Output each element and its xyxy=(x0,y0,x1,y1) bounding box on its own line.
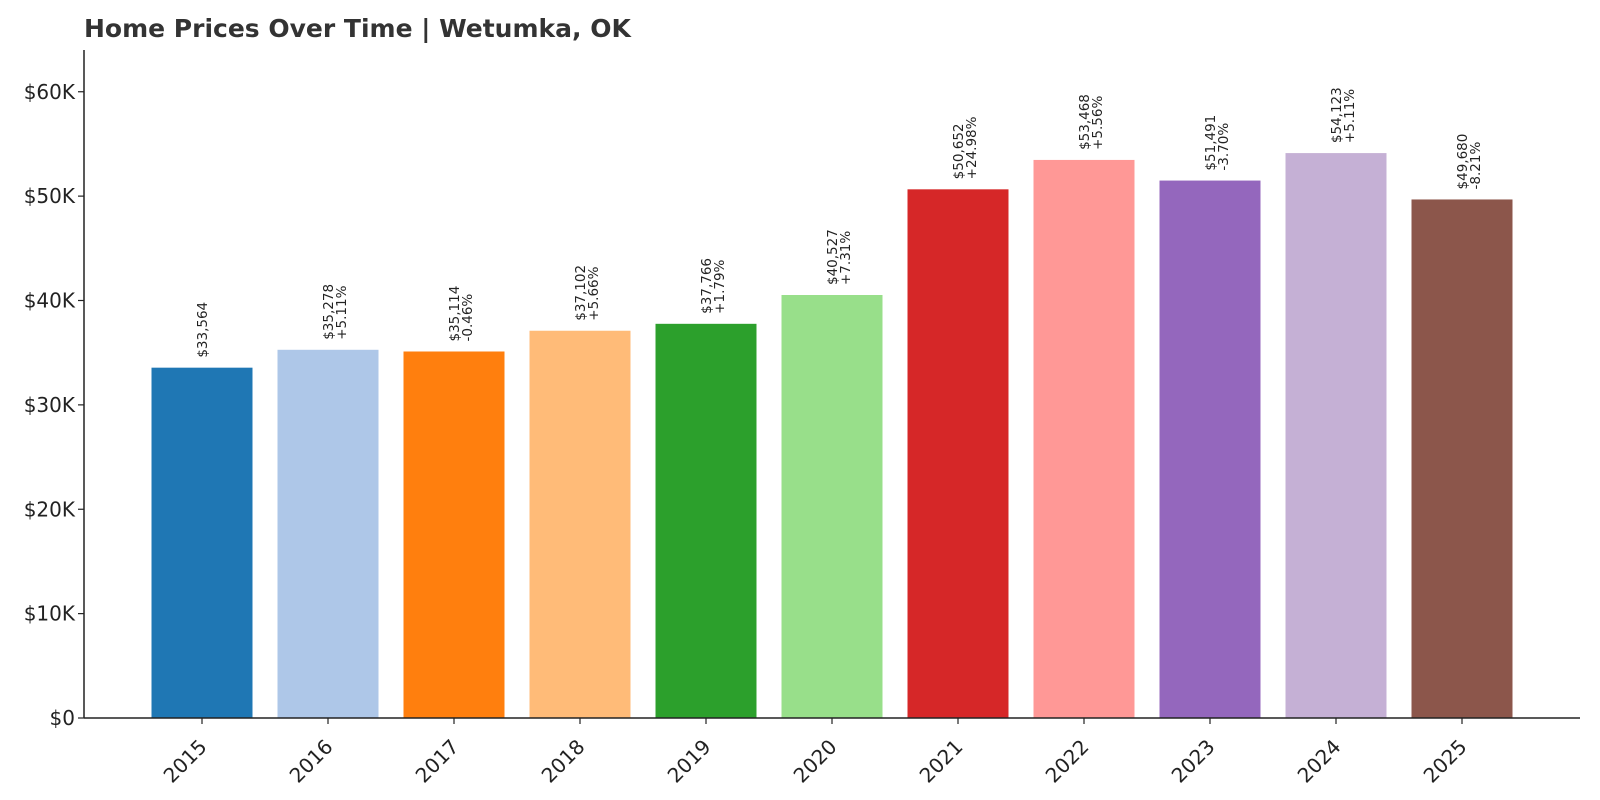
x-tick-label: 2017 xyxy=(411,735,464,788)
data-label-value: $35,114 xyxy=(447,286,463,342)
data-label-change: -3.70% xyxy=(1216,123,1232,171)
data-label-change: +24.98% xyxy=(964,116,980,179)
y-tick-label: $60K xyxy=(24,80,76,104)
data-label-change: +5.66% xyxy=(586,266,602,320)
data-label-value: $40,527 xyxy=(825,229,841,285)
chart-title: Home Prices Over Time | Wetumka, OK xyxy=(84,14,631,43)
data-label-value: $54,123 xyxy=(1329,87,1345,143)
data-label-change: -0.46% xyxy=(460,294,476,342)
data-label-value: $49,680 xyxy=(1455,134,1471,190)
y-tick-label: $30K xyxy=(24,393,76,417)
x-tick-label: 2015 xyxy=(159,735,212,788)
bar-2023 xyxy=(1159,180,1261,718)
data-label-change: +7.31% xyxy=(838,231,854,285)
data-label-value: $50,652 xyxy=(951,123,967,179)
x-tick-label: 2023 xyxy=(1167,735,1220,788)
x-tick-label: 2022 xyxy=(1041,735,1094,788)
bar-2019 xyxy=(655,323,757,718)
bar-2021 xyxy=(907,189,1009,718)
data-label-change: -8.21% xyxy=(1468,142,1484,190)
x-tick-label: 2024 xyxy=(1293,735,1346,788)
x-tick-label: 2021 xyxy=(915,735,968,788)
y-tick-label: $0 xyxy=(50,706,75,730)
bar-2022 xyxy=(1033,159,1135,719)
y-tick-label: $10K xyxy=(24,602,76,626)
x-tick-label: 2025 xyxy=(1419,735,1472,788)
bar-2025 xyxy=(1411,199,1513,719)
bar-2024 xyxy=(1285,153,1387,718)
data-label-value: $53,468 xyxy=(1077,94,1093,150)
y-tick-label: $50K xyxy=(24,184,76,208)
x-tick-label: 2020 xyxy=(789,735,842,788)
bar-2015 xyxy=(151,367,253,718)
x-tick-label: 2019 xyxy=(663,735,716,788)
y-tick-label: $40K xyxy=(24,289,76,313)
data-label-value: $37,766 xyxy=(699,258,715,314)
y-tick-label: $20K xyxy=(24,497,76,521)
data-label-value: $37,102 xyxy=(573,265,589,321)
bars-layer xyxy=(151,153,1513,719)
bar-2018 xyxy=(529,330,631,718)
bar-2017 xyxy=(403,351,505,718)
bar-2016 xyxy=(277,349,379,718)
data-label-change: +5.11% xyxy=(1342,89,1358,143)
x-tick-label: 2018 xyxy=(537,735,590,788)
data-label-value: $33,564 xyxy=(195,302,211,358)
data-label-change: +5.56% xyxy=(1090,96,1106,150)
x-tick-label: 2016 xyxy=(285,735,338,788)
data-label-change: +1.79% xyxy=(712,259,728,313)
bar-2020 xyxy=(781,294,883,718)
axes-layer xyxy=(78,50,1580,724)
data-label-value: $35,278 xyxy=(321,284,337,340)
data-label-change: +5.11% xyxy=(334,285,350,339)
data-label-value: $51,491 xyxy=(1203,115,1219,171)
